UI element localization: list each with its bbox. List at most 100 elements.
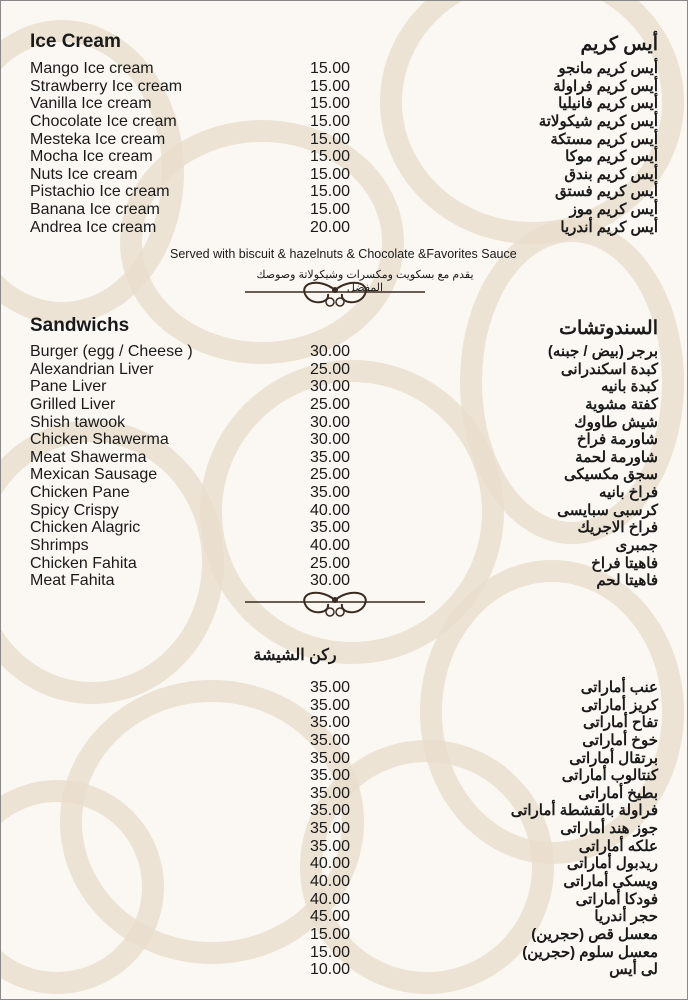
item-name-ar: ويسكى أماراتى: [563, 873, 658, 891]
item-price: 35.00: [310, 679, 351, 696]
menu-item: 40.00 ريدبول أماراتى: [0, 855, 688, 873]
item-price: 30.00: [310, 572, 351, 590]
item-name-ar: كبدة اسكندرانى: [560, 360, 658, 378]
item-price: 30.00: [310, 413, 351, 431]
item-price: 35.00: [310, 714, 351, 732]
item-price: 40.00: [310, 855, 351, 873]
item-price: 15.00: [310, 925, 351, 943]
item-name-ar: كنتالوب أماراتى: [561, 767, 658, 785]
item-name-ar: أيس كريم فراولة: [553, 77, 658, 95]
item-name-en: Mocha Ice cream: [30, 148, 153, 166]
menu-item: 35.00 جوز هند أماراتى: [0, 820, 688, 838]
item-name-en: Chicken Pane: [30, 484, 130, 502]
item-name-ar: معسل سلوم (حجرين): [522, 943, 658, 961]
item-price: 15.00: [310, 148, 351, 166]
item-name-ar: كرسبى سبايسى: [557, 501, 658, 519]
item-name-en: Vanilla Ice cream: [30, 95, 152, 113]
menu-item: 45.00 حجر أندريا: [0, 908, 688, 926]
item-name-ar: جمبرى: [615, 537, 659, 555]
item-name-en: Meat Shawerma: [30, 448, 147, 466]
menu-item: 35.00 كريز أماراتى: [0, 697, 688, 715]
item-name-en: Pistachio Ice cream: [30, 183, 170, 201]
menu-item: Mango Ice cream 15.00 أيس كريم مانجو: [0, 60, 688, 78]
item-name-ar: لى أيس: [609, 961, 658, 979]
item-price: 25.00: [310, 466, 351, 484]
item-name-ar: أيس كريم فانيليا: [558, 95, 658, 113]
item-price: 15.00: [310, 77, 351, 95]
menu-item: Meat Fahita 30.00 فاهيتا لحم: [0, 572, 688, 590]
sandwiches-title-en: Sandwichs: [30, 315, 130, 336]
item-price: 30.00: [310, 378, 351, 396]
item-name-ar: أيس كريم فستق: [555, 183, 658, 201]
item-price: 15.00: [310, 183, 351, 201]
item-price: 35.00: [310, 696, 351, 714]
menu-item: 35.00 بطيخ أماراتى: [0, 785, 688, 803]
menu-item: Mesteka Ice cream 15.00 أيس كريم مستكة: [0, 131, 688, 149]
menu-item: Burger (egg / Cheese ) 30.00 برجر (بيض / ج…: [0, 343, 688, 361]
menu-item: Nuts Ice cream 15.00 أيس كريم بندق: [0, 166, 688, 184]
item-name-ar: أيس كريم موكا: [565, 148, 658, 166]
item-price: 35.00: [310, 519, 351, 537]
item-name-ar: أيس كريم مستكة: [550, 130, 658, 148]
menu-item: 35.00 خوخ أماراتى: [0, 732, 688, 750]
menu-item: Strawberry Ice cream 15.00 أيس كريم فراولة: [0, 78, 688, 96]
item-name-ar: فاهيتا فراخ: [591, 554, 658, 572]
item-price: 35.00: [310, 784, 351, 802]
menu-item: Mocha Ice cream 15.00 أيس كريم موكا: [0, 148, 688, 166]
item-name-ar: كفتة مشوية: [585, 395, 658, 413]
item-name-en: Mexican Sausage: [30, 466, 158, 484]
item-price: 15.00: [310, 112, 351, 130]
item-price: 15.00: [310, 60, 351, 77]
menu-item: Spicy Crispy 40.00 كرسبى سبايسى: [0, 502, 688, 520]
menu-item: Chicken Fahita 25.00 فاهيتا فراخ: [0, 555, 688, 573]
menu-item: Chicken Shawerma 30.00 شاورمة فراخ: [0, 431, 688, 449]
menu-item: 35.00 كنتالوب أماراتى: [0, 767, 688, 785]
item-price: 15.00: [310, 95, 351, 113]
item-price: 15.00: [310, 201, 351, 219]
item-name-ar: برجر (بيض / جبنه): [547, 343, 658, 360]
item-name-ar: شاورمة لحمة: [575, 448, 658, 466]
item-name-ar: عنب أماراتى: [580, 679, 658, 696]
shisha-list: 35.00 عنب أماراتى 35.00 كريز أماراتى 35.00 تف…: [0, 679, 688, 979]
menu-item: Chicken Alagric 35.00 فراخ الاجريك: [0, 519, 688, 537]
ornament-divider: [245, 591, 425, 617]
item-name-ar: حجر أندريا: [594, 908, 658, 926]
menu-item: Chicken Pane 35.00 فراخ بانيه: [0, 484, 688, 502]
item-name-ar: برتقال أماراتى: [569, 749, 658, 767]
item-name-en: Chicken Fahita: [30, 554, 137, 572]
menu-item: Vanilla Ice cream 15.00 أيس كريم فانيليا: [0, 95, 688, 113]
menu-item: 35.00 تفاح أماراتى: [0, 714, 688, 732]
item-price: 15.00: [310, 165, 351, 183]
item-name-en: Andrea Ice cream: [30, 218, 157, 236]
item-name-en: Strawberry Ice cream: [30, 77, 183, 95]
item-name-ar: أيس كريم أندريا: [560, 218, 658, 236]
item-name-en: Burger (egg / Cheese ): [30, 343, 193, 360]
item-price: 15.00: [310, 943, 351, 961]
menu-item: 15.00 معسل قص (حجرين): [0, 926, 688, 944]
menu-item: Shrimps 40.00 جمبرى: [0, 537, 688, 555]
item-name-en: Chicken Shawerma: [30, 431, 169, 449]
ice-cream-title-en: Ice Cream: [30, 31, 121, 52]
item-price: 25.00: [310, 554, 351, 572]
item-name-ar: ريدبول أماراتى: [566, 855, 658, 873]
item-name-ar: شاورمة فراخ: [576, 431, 658, 449]
item-name-en: Meat Fahita: [30, 572, 115, 590]
item-name-ar: شيش طاووك: [574, 413, 658, 431]
item-name-en: Mango Ice cream: [30, 60, 154, 77]
item-name-en: Mesteka Ice cream: [30, 130, 166, 148]
item-name-en: Spicy Crispy: [30, 501, 119, 519]
item-price: 25.00: [310, 360, 351, 378]
item-price: 35.00: [310, 820, 351, 838]
menu-item: 35.00 برتقال أماراتى: [0, 750, 688, 768]
item-price: 35.00: [310, 802, 351, 820]
menu-item: Mexican Sausage 25.00 سجق مكسيكى: [0, 466, 688, 484]
item-name-en: Banana Ice cream: [30, 201, 160, 219]
item-name-ar: أيس كريم موز: [569, 201, 658, 219]
item-name-ar: فودكا أماراتى: [575, 890, 658, 908]
item-price: 20.00: [310, 218, 351, 236]
item-name-en: Pane Liver: [30, 378, 107, 396]
item-name-ar: سجق مكسيكى: [564, 466, 658, 484]
item-price: 40.00: [310, 873, 351, 891]
